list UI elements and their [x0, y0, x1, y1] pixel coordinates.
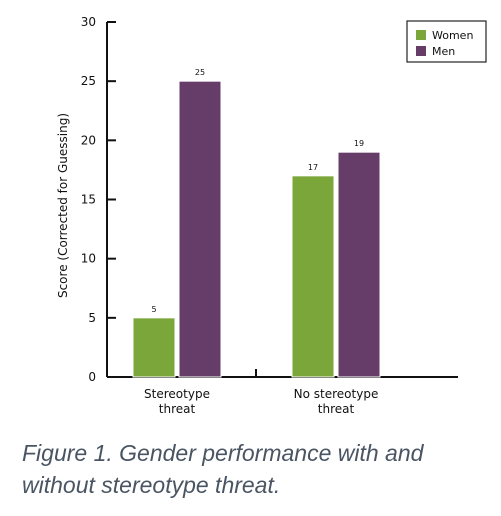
x-category-label: threat	[318, 402, 355, 416]
bar-chart: 0 5 10 15 20 25 30 Score (Corrected for Guessin…	[56, 15, 487, 416]
chart-legend: Women Men	[406, 20, 487, 63]
caption-line-2: without stereotype threat.	[22, 472, 281, 498]
y-tick-label: 15	[81, 193, 96, 207]
x-category-label: Stereotype	[144, 387, 210, 401]
bar-women	[132, 317, 176, 378]
y-tick-label: 5	[88, 311, 96, 325]
chart-bars	[132, 80, 381, 378]
legend-label-women: Women	[432, 29, 473, 42]
y-tick-label: 10	[81, 252, 96, 266]
legend-label-men: Men	[432, 45, 455, 58]
data-label: 5	[151, 305, 156, 314]
y-tick-label: 0	[88, 370, 96, 384]
y-tick-label: 20	[81, 133, 96, 147]
legend-swatch-women	[416, 30, 426, 40]
data-label: 25	[195, 68, 205, 77]
chart-axes: 0 5 10 15 20 25 30 Score (Corrected for Guessin…	[56, 15, 458, 384]
figure-caption: Figure 1. Gender performance with and wi…	[22, 437, 492, 501]
caption-line-1: Figure 1. Gender performance with and	[22, 440, 424, 466]
y-axis-title: Score (Corrected for Guessing)	[56, 113, 70, 298]
legend-swatch-men	[416, 46, 426, 56]
data-label: 17	[308, 163, 318, 172]
x-category-label: No stereotype	[294, 387, 379, 401]
y-tick-label: 25	[81, 74, 96, 88]
bar-women	[291, 175, 335, 378]
x-category-label: threat	[159, 402, 196, 416]
bar-men	[337, 151, 381, 378]
y-tick-label: 30	[81, 15, 96, 29]
data-label: 19	[354, 139, 364, 148]
bar-men	[178, 80, 222, 378]
